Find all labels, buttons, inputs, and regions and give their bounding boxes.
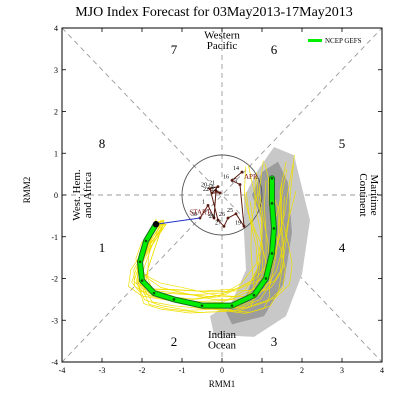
- start-label: START: [189, 209, 211, 217]
- y-tick-label: 4: [54, 24, 58, 33]
- observed-day-label: 20: [201, 183, 207, 189]
- observed-day-label: 21: [209, 181, 215, 187]
- ensemble-member-line: [135, 154, 295, 298]
- region-label-left: and Africa: [82, 172, 94, 218]
- region-label-top: Western: [204, 29, 240, 41]
- end-label: APR: [244, 173, 258, 181]
- x-tick-label: -3: [99, 366, 106, 375]
- y-tick-label: 3: [54, 66, 58, 75]
- gefs-mean-point: [138, 260, 142, 264]
- observed-point: [214, 189, 218, 193]
- phase-label: 2: [171, 334, 178, 349]
- y-tick-label: 0: [54, 191, 58, 200]
- observed-point: [240, 170, 244, 174]
- ensemble-member-line: [138, 201, 268, 314]
- observed-day-label: 30: [191, 212, 197, 218]
- observed-day-label: 15: [231, 179, 237, 185]
- ensemble-member-line: [138, 161, 287, 293]
- gefs-mean-point: [172, 298, 176, 301]
- region-label-right: Continent: [357, 173, 369, 216]
- x-tick-label: 2: [300, 366, 304, 375]
- y-tick-label: -2: [51, 275, 58, 284]
- observed-point: [242, 224, 246, 228]
- y-tick-label: -3: [51, 316, 58, 325]
- gefs-mean-point: [264, 277, 268, 280]
- observed-day-label: 27: [215, 220, 221, 226]
- observed-trajectory-line: [199, 171, 245, 228]
- phase-label: 8: [99, 136, 106, 151]
- phase-label: 7: [171, 42, 178, 57]
- gefs-mean-point: [140, 279, 144, 282]
- observed-point: [238, 183, 242, 186]
- observed-point: [210, 191, 214, 195]
- gefs-mean-point: [270, 202, 274, 205]
- y-tick-label: -1: [51, 233, 58, 242]
- region-label-bottom: Indian: [208, 329, 237, 341]
- x-tick-label: -1: [179, 366, 186, 375]
- forecast-link-line: [155, 217, 201, 225]
- observed-point: [226, 216, 230, 220]
- observed-point: [230, 178, 234, 182]
- gefs-mean-point: [272, 227, 276, 230]
- observed-day-label: 16: [223, 174, 229, 180]
- x-tick-label: 0: [220, 366, 224, 375]
- gefs-mean-point: [270, 252, 274, 255]
- gefs-mean-point: [144, 239, 148, 243]
- ensemble-member-line: [139, 168, 288, 298]
- observed-point: [206, 204, 210, 207]
- observed-day-label: 22: [203, 187, 209, 193]
- x-tick-label: 1: [260, 366, 264, 375]
- gefs-mean-line: [138, 176, 276, 308]
- region-label-right: Maritime: [368, 175, 380, 216]
- phase-label: 3: [271, 334, 278, 349]
- y-tick-label: -4: [51, 358, 58, 367]
- observed-day-label: 23: [211, 187, 217, 193]
- observed-day-label: 28: [209, 214, 215, 220]
- x-tick-label: -2: [139, 366, 146, 375]
- observed-day-label: 14: [233, 166, 239, 172]
- gefs-mean-point: [252, 293, 256, 297]
- gefs-mean-point: [270, 177, 274, 180]
- gefs-mean-point: [152, 291, 156, 295]
- observed-day-label: 2: [208, 212, 211, 218]
- observed-day-label: 1: [202, 199, 205, 205]
- observed-day-label: 25: [227, 208, 233, 214]
- observed-point: [222, 224, 226, 228]
- observed-point: [212, 216, 216, 220]
- phase-label: 5: [339, 136, 346, 151]
- gefs-mean-point: [230, 304, 234, 307]
- observed-point: [216, 185, 220, 189]
- y-tick-label: 1: [54, 149, 58, 158]
- x-tick-label: 3: [340, 366, 344, 375]
- observed-day-label: 19: [235, 220, 241, 226]
- phase-label: 1: [99, 240, 106, 255]
- observed-point: [218, 191, 222, 195]
- observed-point: [208, 187, 212, 191]
- observed-day-label: 26: [219, 212, 225, 218]
- region-label-bottom: Ocean: [208, 340, 237, 352]
- forecast-start-marker: [152, 221, 160, 228]
- region-label-top: Pacific: [207, 40, 238, 52]
- x-tick-label: -4: [59, 366, 66, 375]
- region-label-left: West. Hem.: [71, 169, 83, 221]
- gefs-mean-point: [200, 304, 204, 307]
- y-tick-label: 2: [54, 108, 58, 117]
- ensemble-member-line: [133, 160, 271, 292]
- unit-circle: [181, 154, 263, 236]
- plot-area: 301224232221202827262519151614STARTAPR-4…: [51, 24, 384, 375]
- phase-label: 4: [339, 240, 346, 255]
- x-axis-label: RMM1: [209, 379, 236, 389]
- y-axis-label: RMM2: [22, 177, 32, 204]
- x-tick-label: 4: [380, 366, 384, 375]
- observed-point: [234, 212, 238, 216]
- legend-label: NCEP GEFS: [325, 37, 362, 45]
- phase-label: 6: [271, 42, 278, 57]
- chart-title: MJO Index Forecast for 03May2013-17May20…: [75, 5, 353, 20]
- observed-point: [216, 218, 220, 222]
